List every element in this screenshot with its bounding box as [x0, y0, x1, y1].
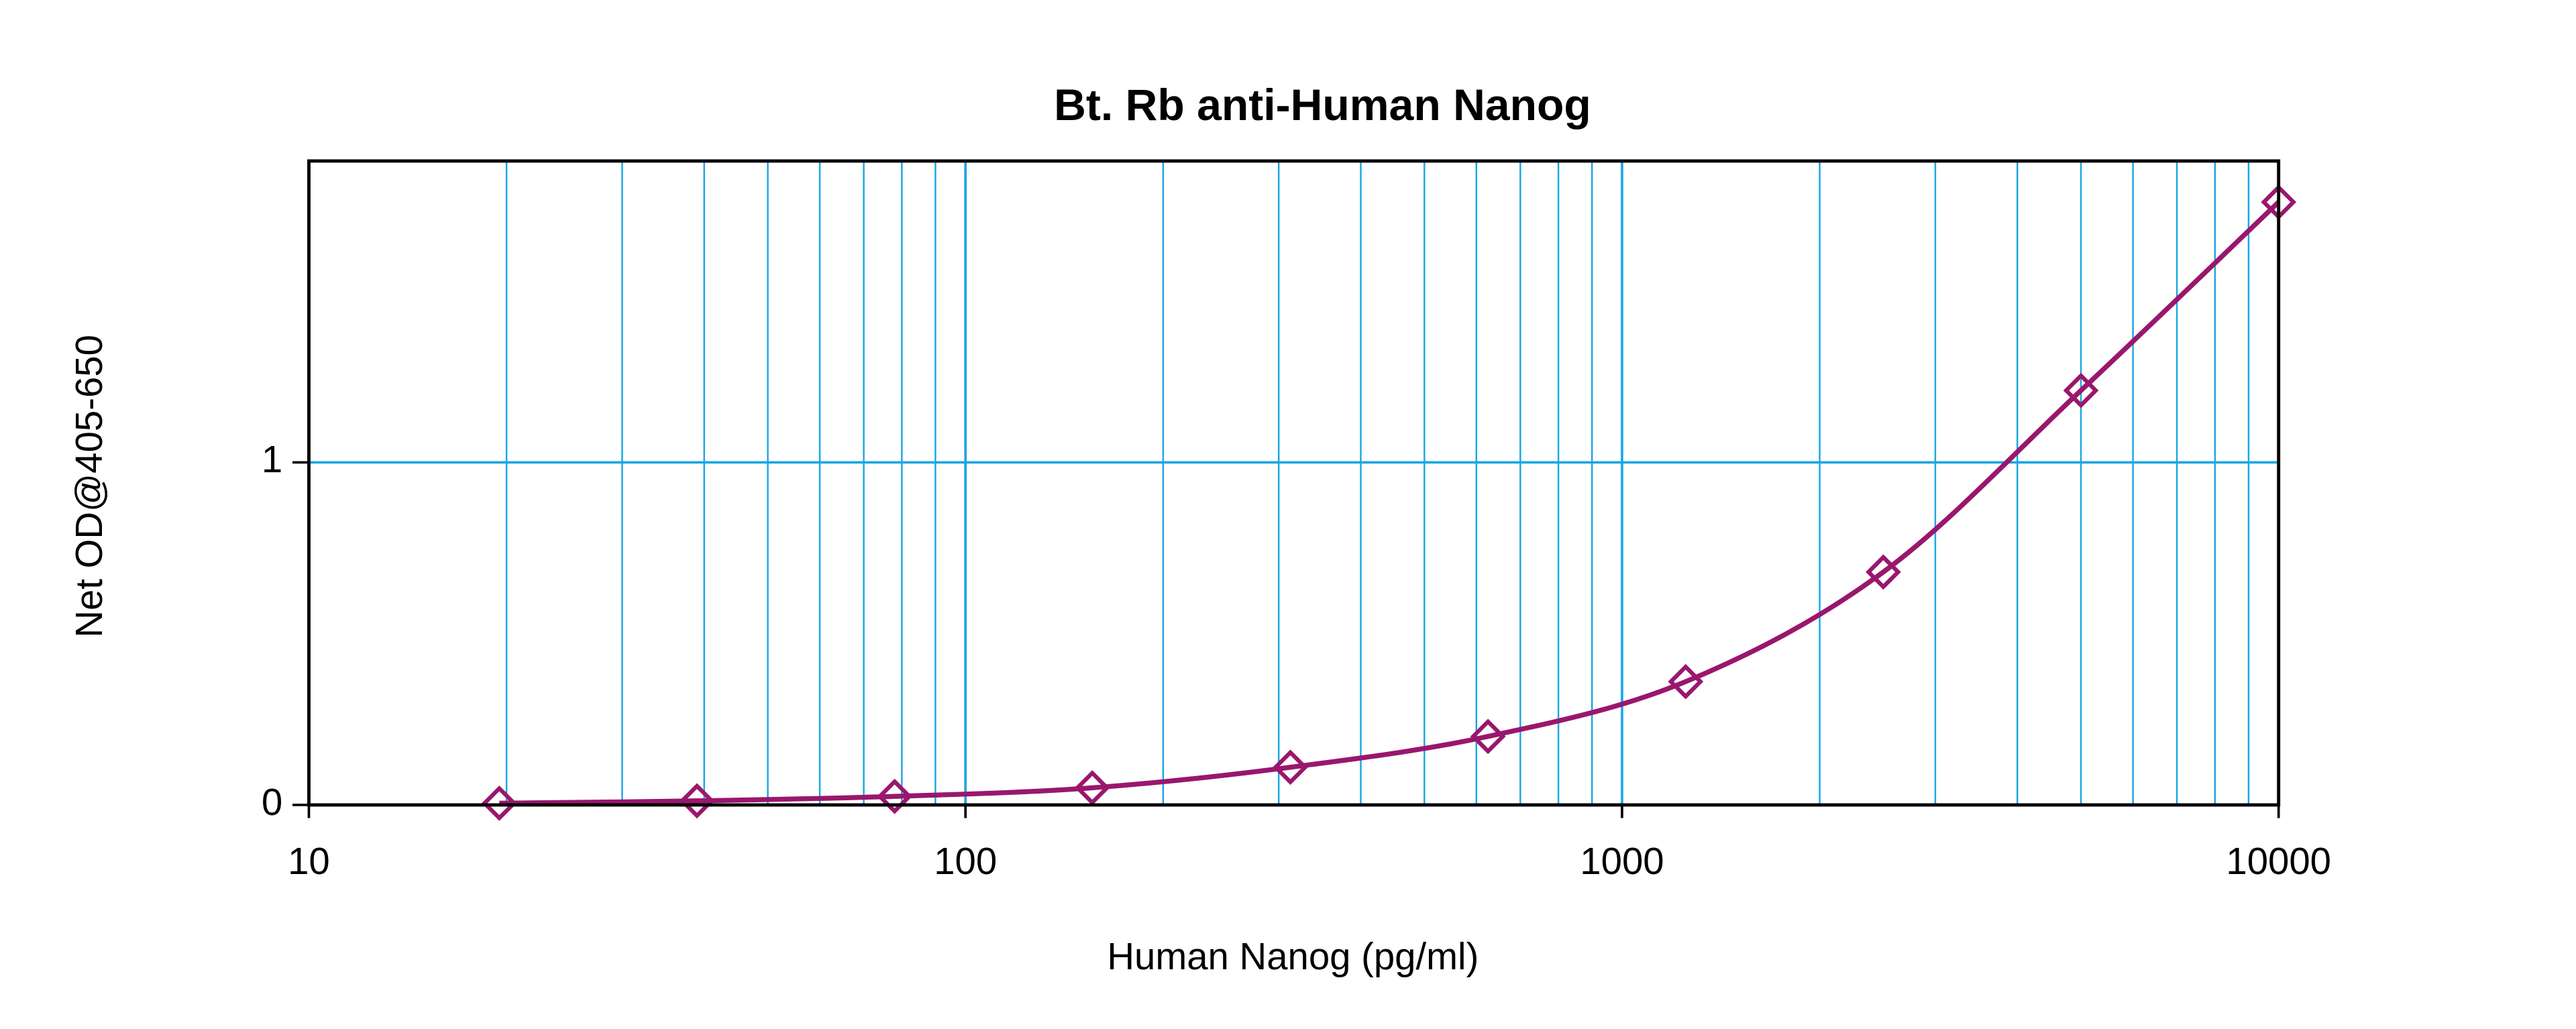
y-tick-label: 0 [262, 781, 282, 823]
data-point [481, 786, 517, 821]
x-axis-label: Human Nanog (pg/ml) [1107, 935, 1479, 977]
plot-frame [307, 159, 2281, 807]
series-line [499, 200, 2281, 806]
y-axis-label: Net OD@405-650 [68, 335, 110, 638]
data-point [877, 778, 912, 814]
data-point [1668, 663, 1704, 700]
x-tick-label: 1000 [1580, 840, 1664, 882]
data-point [1866, 554, 1901, 590]
data-point [1470, 718, 1506, 755]
plot [481, 184, 2297, 821]
data-point [2063, 372, 2099, 409]
x-tick-label: 10 [288, 840, 330, 882]
x-tick-label: 10000 [2226, 840, 2331, 882]
chart-title: Bt. Rb anti-Human Nanog [1054, 80, 1591, 130]
x-tick-label: 100 [934, 840, 997, 882]
data-point [679, 783, 715, 819]
data-point [1074, 770, 1110, 806]
data-point [1273, 749, 1308, 786]
y-tick-label: 1 [262, 438, 282, 480]
